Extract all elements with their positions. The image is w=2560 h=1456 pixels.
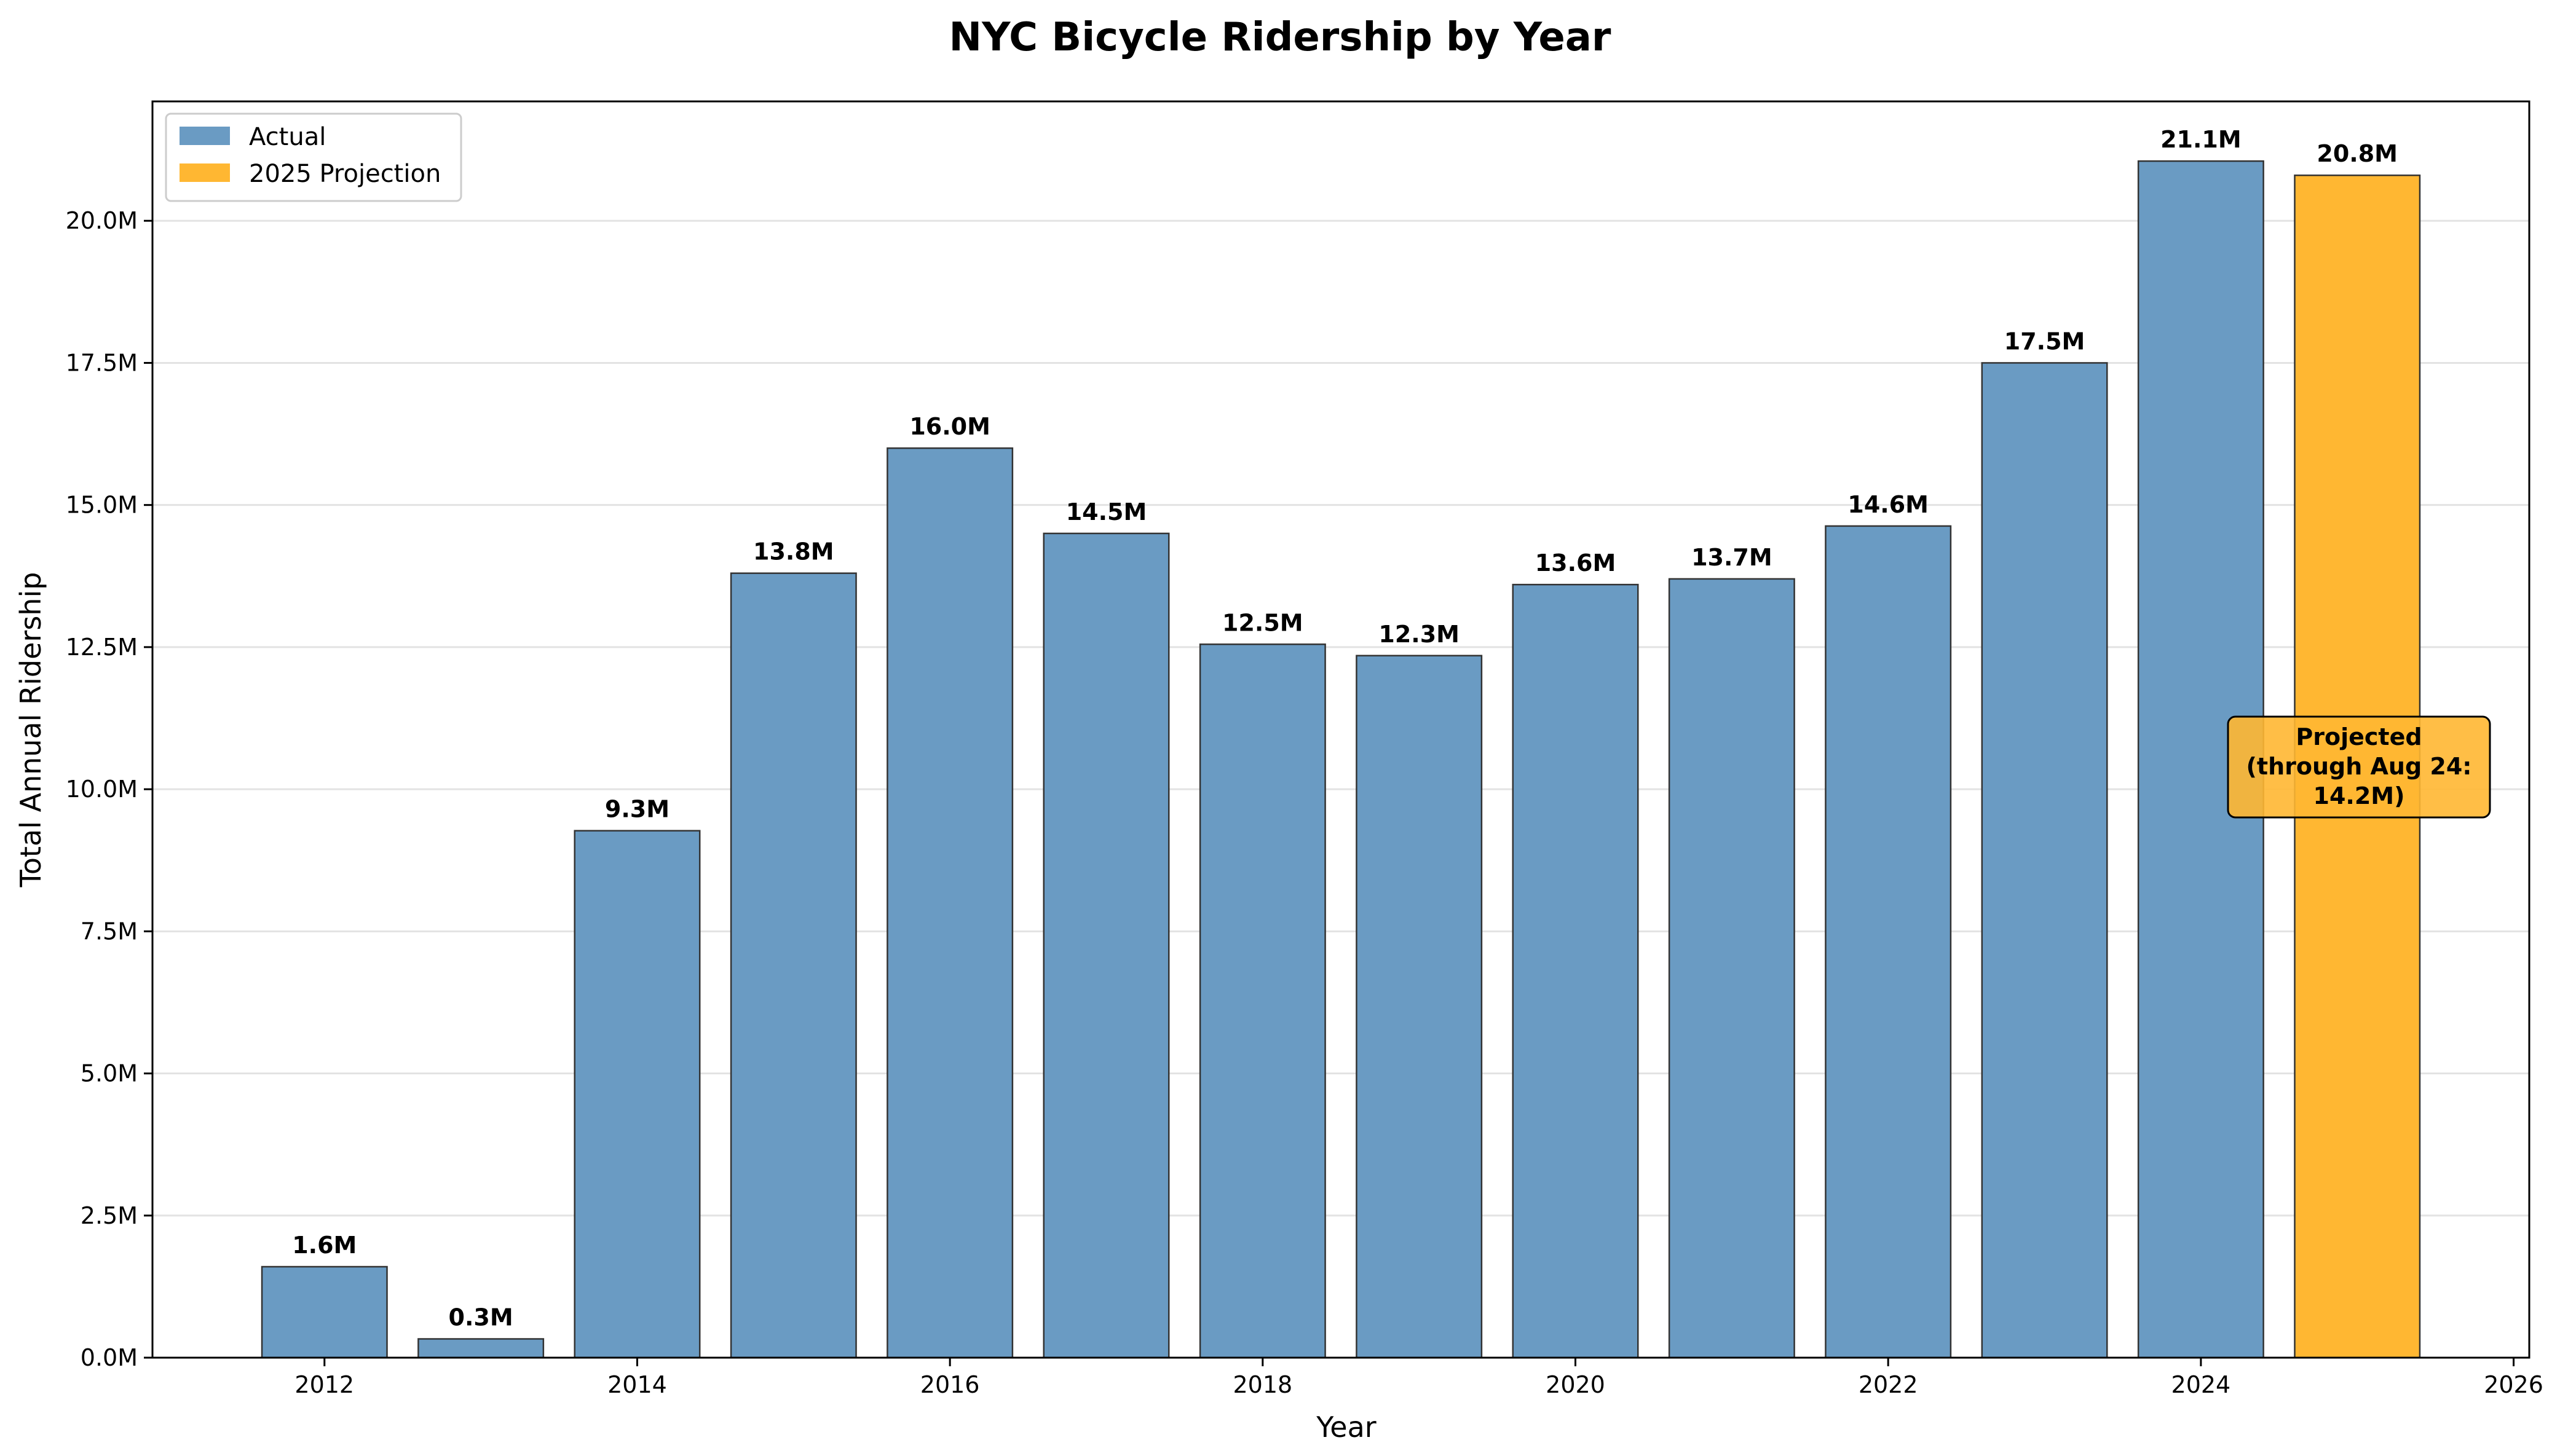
y-tick-label: 20.0M: [66, 207, 138, 234]
y-tick-label: 10.0M: [66, 776, 138, 803]
y-axis-ticks: 0.0M 2.5M 5.0M 7.5M 10.0M 12.5M 15.0M 17.5M 20.0…: [66, 207, 152, 1371]
x-axis-title: Year: [1316, 1411, 1376, 1444]
x-tick-label: 2014: [607, 1371, 667, 1398]
y-tick-label: 17.5M: [66, 349, 138, 376]
bar-value-label: 12.3M: [1378, 621, 1460, 648]
bar-actual: [1825, 525, 1952, 1359]
x-tick-label: 2022: [1859, 1371, 1918, 1398]
plot-frame: [151, 100, 2530, 1359]
y-tick-label: 2.5M: [81, 1202, 138, 1229]
x-tick-label: 2024: [2171, 1371, 2231, 1398]
legend-box: [165, 112, 462, 202]
annotation-line-2: (through Aug 24:: [2246, 753, 2472, 780]
legend-label-actual: Actual: [249, 123, 326, 151]
legend: Actual 2025 Projection: [165, 112, 462, 202]
annotation-line-3: 14.2M): [2313, 782, 2405, 809]
bar-actual: [574, 830, 701, 1359]
bar-actual: [417, 1338, 545, 1359]
bar-value-label: 9.3M: [605, 796, 670, 823]
grid-lines: [152, 219, 2529, 1217]
bar-value-label: 13.8M: [753, 538, 834, 565]
legend-swatch-actual: [180, 127, 230, 145]
bar-value-label: 20.8M: [2317, 140, 2398, 167]
bar-value-label: 14.5M: [1066, 498, 1147, 525]
chart-title: NYC Bicycle Ridership by Year: [949, 15, 1611, 60]
x-tick-label: 2020: [1546, 1371, 1605, 1398]
x-tick-label: 2018: [1233, 1371, 1292, 1398]
bar-value-label: 0.3M: [449, 1304, 513, 1331]
projection-annotation: Projected (through Aug 24: 14.2M): [2227, 715, 2491, 819]
bar-actual: [1512, 583, 1639, 1359]
bar-value-label: 1.6M: [292, 1232, 357, 1259]
bar-value-label: 13.7M: [1691, 544, 1772, 571]
bar-value-label: 12.5M: [1222, 609, 1303, 636]
bar-actual: [1668, 578, 1795, 1359]
y-tick-label: 0.0M: [81, 1344, 138, 1371]
bar-actual: [887, 447, 1014, 1359]
bar-actual: [1356, 655, 1483, 1359]
x-tick-label: 2026: [2484, 1371, 2543, 1398]
legend-label-projection: 2025 Projection: [249, 160, 441, 188]
bar-value-label: 14.6M: [1847, 491, 1929, 518]
bar-actual: [1043, 532, 1170, 1359]
y-tick-label: 5.0M: [81, 1060, 138, 1087]
legend-swatch-projection: [180, 163, 230, 182]
annotation-line-1: Projected: [2296, 723, 2422, 750]
bar-value-label: 21.1M: [2160, 126, 2242, 153]
bar-actual: [261, 1265, 388, 1359]
annotation-box: [2227, 715, 2491, 819]
bar-actual: [1981, 362, 2108, 1359]
bar-value-label: 17.5M: [2004, 328, 2085, 355]
y-tick-label: 15.0M: [66, 492, 138, 519]
value-labels: 1.6M 0.3M 9.3M 13.8M 16.0M 14.5M 12.5M 12.3M 13.…: [292, 126, 2398, 1331]
bar-actual: [730, 572, 857, 1359]
y-tick-label: 12.5M: [66, 634, 138, 661]
bar-value-label: 13.6M: [1535, 549, 1616, 576]
bars: [261, 160, 2421, 1359]
y-tick-label: 7.5M: [81, 918, 138, 945]
bar-actual: [1199, 643, 1326, 1359]
x-tick-label: 2016: [920, 1371, 980, 1398]
y-axis-title: Total Annual Ridership: [14, 572, 47, 888]
x-axis-ticks: 2012 2014 2016 2018 2020 2022 2024 2026: [294, 1358, 2543, 1398]
x-tick-label: 2012: [294, 1371, 354, 1398]
bar-value-label: 16.0M: [909, 413, 990, 440]
